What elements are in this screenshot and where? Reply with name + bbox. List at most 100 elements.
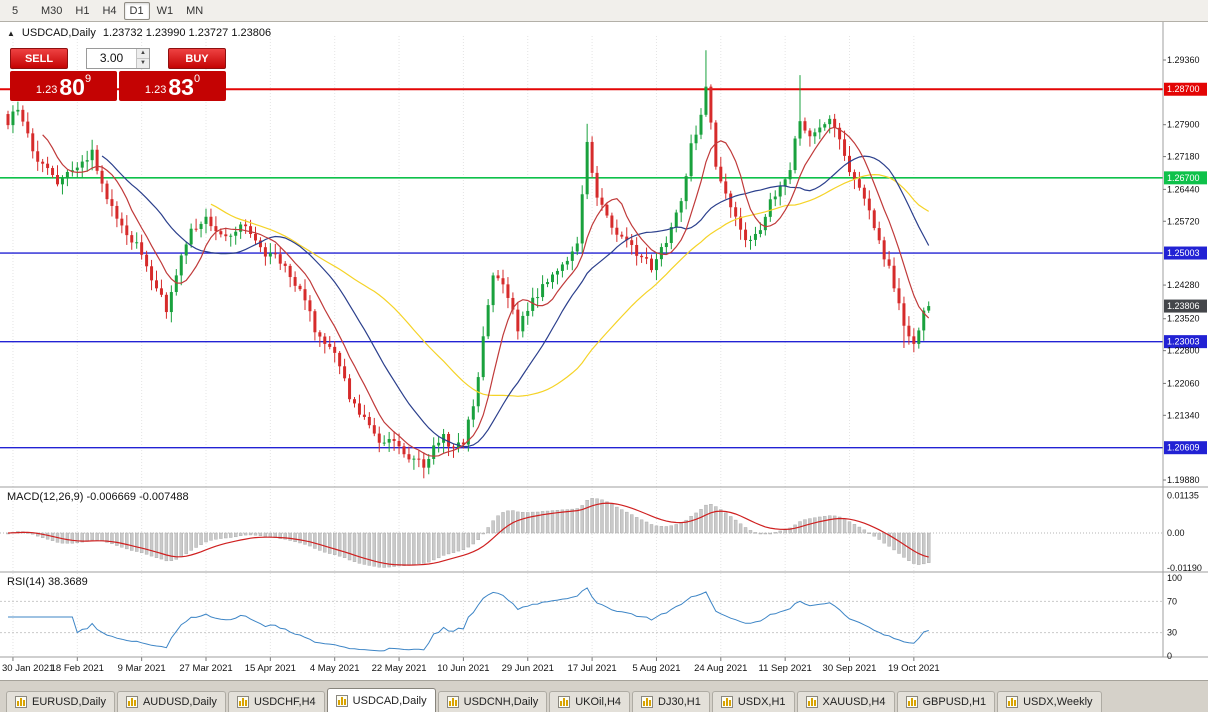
timeframe-button-5[interactable]: 5 <box>11 4 19 17</box>
tab-label: USDCNH,Daily <box>463 696 539 708</box>
volume-down-button[interactable]: ▼ <box>137 59 149 68</box>
rsi-axis-label: 0 <box>1167 651 1172 661</box>
price-badge <box>1164 171 1207 185</box>
grid-lines <box>12 36 915 657</box>
chart-icon <box>641 696 654 708</box>
volume-field[interactable]: 3.00 ▲ ▼ <box>86 48 150 69</box>
timeframe-button-w1[interactable]: W1 <box>156 4 174 17</box>
timeframe-button-h1[interactable]: H1 <box>75 4 90 17</box>
rsi-panel <box>0 587 1163 652</box>
panel-separators[interactable] <box>0 22 1208 658</box>
y-axis-label: 1.23520 <box>1167 314 1200 324</box>
tab-label: DJ30,H1 <box>658 696 701 708</box>
chart-tab-gbpusd[interactable]: GBPUSD,H1 <box>896 691 996 712</box>
tab-label: USDX,Weekly <box>1023 696 1093 708</box>
timeframe-toolbar: 5 M30 H1 H4 D1 W1 MN <box>0 0 1208 22</box>
price-badge-label: 1.26700 <box>1167 173 1200 183</box>
buy-button[interactable]: BUY <box>168 48 226 69</box>
chart-tab-audusd[interactable]: AUDUSD,Daily <box>116 691 226 712</box>
one-click-trade-panel: SELL 3.00 ▲ ▼ BUY 1.23 80 9 1.23 83 0 <box>10 48 226 101</box>
collapse-panel-arrow-icon[interactable]: ▲ <box>7 28 15 38</box>
price-badge-label: 1.23806 <box>1167 301 1200 311</box>
candlesticks <box>6 50 931 479</box>
timeframe-button-mn[interactable]: MN <box>186 4 204 17</box>
tab-label: USDCHF,H4 <box>253 696 316 708</box>
y-axis-label: 1.27180 <box>1167 152 1200 162</box>
volume-up-button[interactable]: ▲ <box>137 49 149 59</box>
chart-tab-eurusd[interactable]: EURUSD,Daily <box>6 691 115 712</box>
rsi-axis-label: 100 <box>1167 573 1182 583</box>
chart-icon <box>558 696 571 708</box>
chart-tab-dj30[interactable]: DJ30,H1 <box>632 691 710 712</box>
chart-icon <box>335 694 348 707</box>
y-axis-label: 1.29360 <box>1167 55 1200 65</box>
price-badge-label: 1.28700 <box>1167 84 1200 94</box>
tab-label: AUDUSD,Daily <box>142 696 217 708</box>
y-axis-label: 1.22060 <box>1167 378 1200 388</box>
price-badge-label: 1.23003 <box>1167 337 1200 347</box>
macd-axis-label: 0.00 <box>1167 528 1185 538</box>
timeframe-button-d1[interactable]: D1 <box>123 1 150 20</box>
chart-title: ▲ USDCAD,Daily 1.23732 1.23990 1.23727 1… <box>7 27 271 39</box>
chart-tab-usdx[interactable]: USDX,H1 <box>711 691 795 712</box>
x-axis-label: 4 May 2021 <box>310 663 360 674</box>
chart-tabs-bar: EURUSD,Daily AUDUSD,Daily USDCHF,H4 USDCAD,… <box>0 680 1208 712</box>
sell-price-prefix: 1.23 <box>35 84 58 96</box>
price-badge-label: 1.20609 <box>1167 443 1200 453</box>
rsi-indicator-label: RSI(14) 38.3689 <box>7 576 88 588</box>
chart-icon <box>446 696 459 708</box>
price-badge <box>1164 335 1207 349</box>
chart-icon <box>1006 696 1019 708</box>
chart-tab-ukoil[interactable]: UKOil,H4 <box>549 691 631 712</box>
x-axis-label: 22 May 2021 <box>372 663 427 674</box>
chart-icon <box>15 696 27 708</box>
macd-indicator-label: MACD(12,26,9) -0.006669 -0.007488 <box>7 491 189 503</box>
y-axis-label: 1.22800 <box>1167 346 1200 356</box>
y-axis-label: 1.24280 <box>1167 280 1200 290</box>
macd-axis-label: 0.01135 <box>1167 491 1199 501</box>
tab-label: GBPUSD,H1 <box>922 696 987 708</box>
sell-button[interactable]: SELL <box>10 48 68 69</box>
tab-label: UKOil,H4 <box>575 696 622 708</box>
macd-panel <box>0 498 1163 568</box>
horizontal-level-lines[interactable] <box>0 88 1163 449</box>
x-axis-label: 29 Jun 2021 <box>502 663 554 674</box>
macd-axis-label: -0.01190 <box>1167 563 1202 573</box>
timeframe-button-h4[interactable]: H4 <box>102 4 117 17</box>
chart-icon <box>236 696 249 708</box>
y-axis-label: 1.27900 <box>1167 120 1200 130</box>
chart-icon <box>720 696 733 708</box>
sell-price[interactable]: 1.23 80 9 <box>10 71 117 101</box>
x-axis-label: 10 Jun 2021 <box>437 663 489 674</box>
y-axis-label: 1.26440 <box>1167 184 1200 194</box>
volume-value[interactable]: 3.00 <box>99 51 124 65</box>
volume-steppers: ▲ ▼ <box>136 49 149 68</box>
x-axis-label: 9 Mar 2021 <box>118 663 166 674</box>
tab-label: EURUSD,Daily <box>32 696 106 708</box>
chart-icon <box>905 696 918 708</box>
sell-price-point: 9 <box>84 73 92 85</box>
chart-tab-usdcnh[interactable]: USDCNH,Daily <box>437 691 548 712</box>
buy-price[interactable]: 1.23 83 0 <box>119 71 226 101</box>
y-axis-label: 1.25720 <box>1167 216 1200 226</box>
sell-price-pips: 80 <box>59 74 85 100</box>
buy-price-point: 0 <box>193 73 201 85</box>
chart-tab-usdchf[interactable]: USDCHF,H4 <box>227 691 325 712</box>
chart-tab-usdx[interactable]: USDX,Weekly <box>997 691 1102 712</box>
x-axis-label: 30 Jan 2021 <box>2 663 54 674</box>
timeframe-button-m30[interactable]: M30 <box>41 4 63 17</box>
x-axis-label: 5 Aug 2021 <box>632 663 680 674</box>
price-badge <box>1164 246 1207 260</box>
chart-tab-xauusd[interactable]: XAUUSD,H4 <box>796 691 895 712</box>
chart-area: 30 Jan 2021 18 Feb 2021 9 Mar 2021 27 Mar 2… <box>0 22 1208 680</box>
price-badge-label: 1.25003 <box>1167 248 1200 258</box>
symbol-name: USDCAD,Daily <box>21 27 96 39</box>
tab-label: XAUUSD,H4 <box>822 696 886 708</box>
chart-tab-usdcad[interactable]: USDCAD,Daily <box>326 688 436 712</box>
buy-price-prefix: 1.23 <box>144 84 167 96</box>
x-axis-label: 11 Sep 2021 <box>759 663 812 674</box>
tab-label: USDX,H1 <box>737 696 786 708</box>
y-axis-label: 1.21340 <box>1167 410 1200 420</box>
